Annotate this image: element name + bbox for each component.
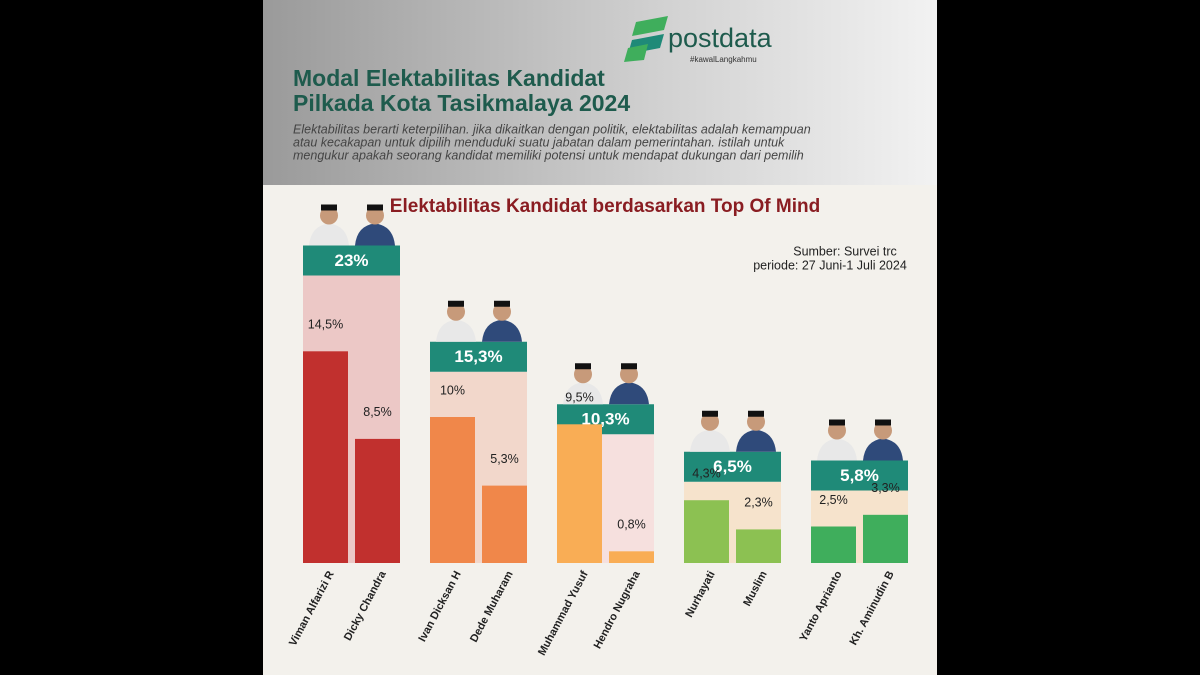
candidate-photo (447, 302, 465, 321)
value-label: 4,3% (692, 467, 721, 481)
candidate-photo (609, 382, 649, 405)
title: Modal Elektabilitas Kandidat (293, 65, 605, 91)
candidate-photo (863, 438, 903, 461)
chart-title: Elektabilitas Kandidat berdasarkan Top O… (390, 196, 820, 217)
candidate-photo (320, 206, 338, 225)
candidate-photo (875, 419, 891, 426)
source: periode: 27 Juni-1 Juli 2024 (753, 258, 907, 272)
candidate-photo (690, 429, 730, 452)
candidate-photo (702, 410, 718, 417)
candidate-photo (563, 382, 603, 405)
value-label: 8,5% (363, 405, 392, 419)
candidate-photo (701, 412, 719, 431)
bar (355, 438, 400, 563)
logo-mark (624, 16, 668, 62)
bar (482, 485, 527, 563)
value-label: 2,3% (744, 496, 773, 510)
bar (736, 529, 781, 563)
description: Elektabilitas berarti keterpilihan. jika… (293, 122, 811, 136)
candidate-photo (366, 206, 384, 225)
bar (863, 514, 908, 563)
total-label: 5,8% (840, 466, 879, 485)
candidate-photo (874, 421, 892, 440)
total-label: 15,3% (454, 347, 502, 366)
total-label: 23% (334, 251, 368, 270)
total-box (811, 460, 908, 491)
source: Sumber: Survei trc (793, 244, 897, 258)
candidate-photo (575, 363, 591, 370)
description: atau kecakapan untuk dipilih menduduki s… (293, 135, 785, 149)
header-band (263, 0, 937, 185)
total-box (430, 341, 527, 372)
candidate-photo (621, 363, 637, 370)
bar (557, 424, 602, 563)
bar (303, 351, 348, 563)
description: mengukur apakah seorang kandidat memilik… (293, 148, 804, 162)
candidate-photo (367, 204, 383, 211)
candidate-photo (482, 319, 522, 342)
candidate-photo (620, 365, 638, 384)
candidate-photo (574, 365, 592, 384)
candidate-photo (309, 223, 349, 246)
candidate-photo (748, 410, 764, 417)
candidate-photo (828, 421, 846, 440)
value-label: 10% (440, 383, 465, 397)
value-label: 9,5% (565, 391, 594, 405)
value-label: 0,8% (617, 518, 646, 532)
bar (811, 526, 856, 563)
candidate-photo (448, 300, 464, 307)
candidate-photo (494, 300, 510, 307)
value-label: 3,3% (871, 481, 900, 495)
candidate-photo (493, 302, 511, 321)
total-label: 6,5% (713, 457, 752, 476)
candidate-photo (436, 319, 476, 342)
candidate-photo (736, 429, 776, 452)
total-box (684, 451, 781, 482)
value-label: 5,3% (490, 452, 519, 466)
tagline: #kawalLangkahmu (690, 55, 757, 64)
candidate-photo (817, 438, 857, 461)
total-box (303, 245, 400, 276)
title: Pilkada Kota Tasikmalaya 2024 (293, 90, 630, 116)
logo: postdata (668, 23, 773, 53)
bar (430, 417, 475, 563)
bar (609, 551, 654, 563)
candidate-photo (747, 412, 765, 431)
candidate-photo (321, 204, 337, 211)
candidate-photo (355, 223, 395, 246)
total-label: 10,3% (581, 410, 629, 429)
value-label: 2,5% (819, 493, 848, 507)
bar (684, 500, 729, 563)
candidate-photo (829, 419, 845, 426)
value-label: 14,5% (308, 318, 343, 332)
